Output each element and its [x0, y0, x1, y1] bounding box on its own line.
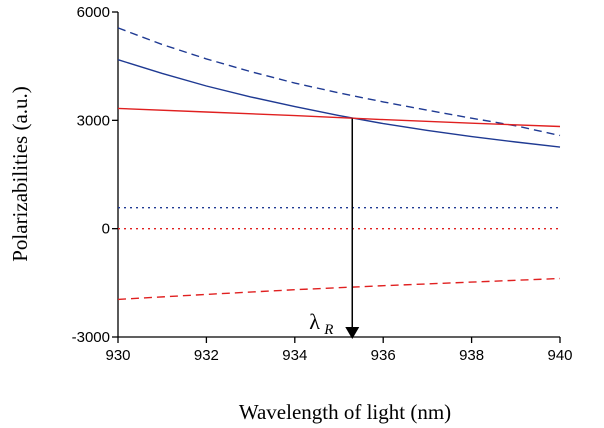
y-tick-label: 6000: [77, 4, 110, 21]
annotation-arrow-head: [345, 327, 360, 339]
x-tick-label: 936: [371, 347, 396, 364]
x-axis-title: Wavelength of light (nm): [239, 400, 451, 424]
series-line-4: [117, 107, 561, 128]
x-tick-label: 934: [282, 347, 307, 364]
series-line-2: [117, 27, 561, 137]
x-tick-label: 940: [547, 347, 572, 364]
series-line-1: [117, 59, 561, 148]
y-tick-label: 0: [102, 221, 110, 238]
y-axis-title: Polarizabilities (a.u.): [8, 86, 32, 262]
x-tick-label: 930: [105, 347, 130, 364]
x-tick-label: 932: [194, 347, 219, 364]
annotation-subscript: R: [323, 322, 333, 338]
series-line-6: [117, 277, 561, 301]
y-tick-label: -3000: [72, 329, 110, 346]
series-layer: [117, 27, 561, 301]
y-tick-label: 3000: [77, 112, 110, 129]
x-tick-label: 938: [459, 347, 484, 364]
axes: -3000 0 3000 6000 930 932 934 936 938 940: [72, 4, 573, 364]
annotation-label: λ: [309, 309, 320, 334]
